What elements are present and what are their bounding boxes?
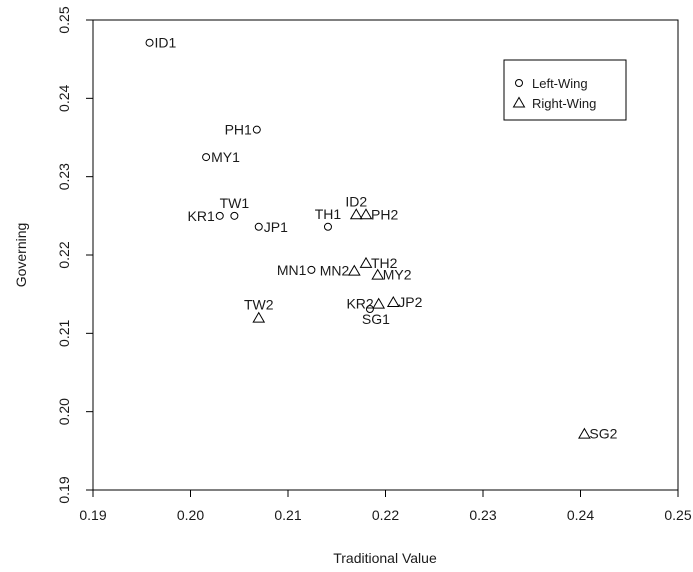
point-label: MN2 (320, 263, 350, 279)
point-label: KR1 (188, 208, 215, 224)
point-label: JP1 (264, 219, 288, 235)
point-label: ID1 (155, 35, 177, 51)
y-tick-label: 0.19 (56, 476, 72, 503)
point-label: PH1 (225, 122, 252, 138)
y-tick-label: 0.20 (56, 398, 72, 425)
point-triangle (371, 268, 385, 280)
y-axis-title: Governing (13, 223, 29, 288)
point-label: TW1 (220, 195, 250, 211)
point-circle (365, 305, 374, 314)
point-triangle (386, 296, 400, 307)
point-label: TH1 (315, 206, 342, 222)
point-label: MY2 (383, 267, 412, 283)
y-tick-label: 0.24 (56, 84, 72, 111)
point-label: MN1 (277, 262, 307, 278)
x-tick-label: 0.22 (372, 507, 399, 523)
point-triangle (359, 256, 373, 268)
legend-triangle-icon (512, 96, 526, 108)
y-tick-label: 0.25 (56, 6, 72, 33)
point-circle (254, 222, 263, 231)
x-tick-label: 0.25 (664, 507, 691, 523)
point-label: JP2 (398, 294, 422, 310)
point-label: MY1 (211, 149, 240, 165)
y-tick-label: 0.21 (56, 319, 72, 346)
point-triangle (347, 264, 361, 276)
point-circle (230, 211, 239, 220)
x-axis-title: Traditional Value (333, 550, 437, 566)
point-circle (252, 125, 261, 134)
y-axis: 0.19 0.20 0.21 0.22 0.23 0.24 0.25 (56, 6, 93, 504)
x-tick-label: 0.23 (469, 507, 496, 523)
point-circle (215, 211, 224, 220)
legend-circle-icon (515, 79, 523, 87)
legend: Left-Wing Right-Wing (503, 59, 627, 121)
x-tick-label: 0.19 (79, 507, 106, 523)
point-label: KR2 (346, 296, 373, 312)
point-label: SG2 (589, 426, 617, 442)
legend-label-left-wing: Left-Wing (532, 76, 588, 91)
point-triangle (349, 208, 363, 220)
point-triangle (252, 311, 266, 323)
point-label: PH2 (371, 206, 398, 222)
x-tick-label: 0.21 (274, 507, 301, 523)
x-tick-label: 0.24 (567, 507, 594, 523)
point-triangle (578, 427, 591, 439)
point-circle (145, 38, 154, 47)
x-axis: 0.19 0.20 0.21 0.22 0.23 0.24 0.25 (79, 490, 692, 523)
point-circle (307, 265, 316, 274)
point-circle (323, 222, 332, 231)
y-tick-label: 0.22 (56, 241, 72, 268)
x-tick-label: 0.20 (177, 507, 204, 523)
legend-label-right-wing: Right-Wing (532, 96, 596, 111)
point-label: TH2 (371, 255, 398, 271)
point-label: SG1 (362, 311, 390, 327)
y-tick-label: 0.23 (56, 163, 72, 190)
point-label: ID2 (345, 193, 367, 209)
point-label: TW2 (244, 297, 274, 313)
point-triangle (359, 208, 373, 220)
legend-box (503, 59, 627, 121)
point-triangle (372, 297, 386, 309)
point-circle (202, 153, 211, 162)
